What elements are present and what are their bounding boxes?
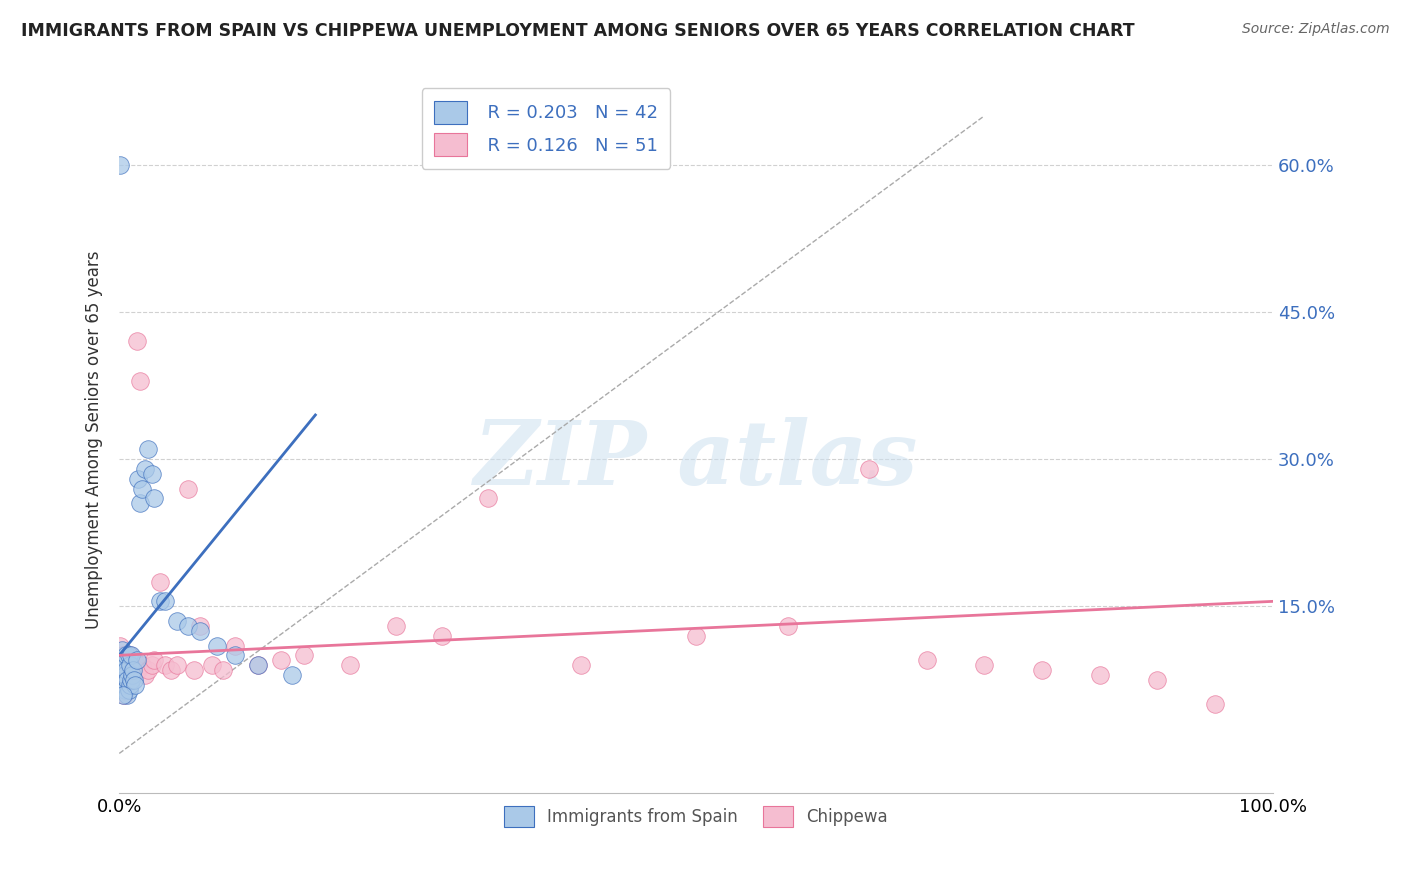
Point: [111, 673, 134, 687]
Point: [155, 658, 177, 673]
Point: [188, 624, 211, 638]
Point: [122, 663, 145, 677]
Point: [112, 688, 135, 702]
Point: [120, 648, 142, 663]
Point: [129, 496, 152, 510]
Point: [149, 574, 172, 589]
Point: [1146, 673, 1168, 687]
Point: [115, 663, 138, 677]
Point: [207, 639, 229, 653]
Point: [160, 663, 183, 677]
Point: [110, 653, 132, 667]
Point: [117, 673, 139, 687]
Point: [142, 491, 165, 506]
Point: [915, 653, 938, 667]
Point: [432, 629, 454, 643]
Point: [149, 594, 172, 608]
Point: [111, 653, 134, 667]
Point: [117, 648, 139, 663]
Point: [385, 619, 408, 633]
Point: [477, 491, 499, 506]
Point: [973, 658, 995, 673]
Point: [131, 658, 153, 673]
Point: [134, 462, 156, 476]
Point: [200, 658, 222, 673]
Point: [117, 668, 139, 682]
Point: [246, 658, 269, 673]
Point: [114, 653, 136, 667]
Point: [166, 658, 188, 673]
Point: [778, 619, 800, 633]
Point: [117, 663, 139, 677]
Y-axis label: Unemployment Among Seniors over 65 years: Unemployment Among Seniors over 65 years: [86, 251, 103, 629]
Point: [142, 653, 165, 667]
Point: [114, 668, 136, 682]
Point: [1031, 663, 1053, 677]
Point: [122, 668, 145, 682]
Point: [188, 619, 211, 633]
Point: [224, 639, 246, 653]
Point: [112, 678, 135, 692]
Point: [569, 658, 592, 673]
Point: [134, 668, 156, 682]
Point: [1088, 668, 1111, 682]
Point: [122, 673, 145, 687]
Point: [166, 614, 188, 628]
Point: [125, 334, 148, 349]
Point: [121, 668, 143, 682]
Point: [122, 653, 145, 667]
Point: [110, 643, 132, 657]
Point: [110, 158, 132, 172]
Point: [858, 462, 880, 476]
Point: [141, 658, 163, 673]
Legend: Immigrants from Spain, Chippewa: Immigrants from Spain, Chippewa: [498, 799, 894, 834]
Point: [136, 442, 159, 457]
Text: Source: ZipAtlas.com: Source: ZipAtlas.com: [1241, 22, 1389, 37]
Text: IMMIGRANTS FROM SPAIN VS CHIPPEWA UNEMPLOYMENT AMONG SENIORS OVER 65 YEARS CORRE: IMMIGRANTS FROM SPAIN VS CHIPPEWA UNEMPL…: [21, 22, 1135, 40]
Point: [155, 594, 177, 608]
Point: [129, 374, 152, 388]
Point: [183, 663, 205, 677]
Point: [118, 678, 141, 692]
Point: [124, 678, 146, 692]
Point: [292, 648, 315, 663]
Point: [212, 663, 235, 677]
Point: [281, 668, 304, 682]
Point: [121, 658, 143, 673]
Point: [118, 648, 141, 663]
Point: [114, 673, 136, 687]
Point: [177, 482, 200, 496]
Point: [339, 658, 361, 673]
Point: [117, 688, 139, 702]
Point: [115, 653, 138, 667]
Point: [110, 663, 132, 677]
Point: [114, 663, 136, 677]
Point: [120, 673, 142, 687]
Point: [685, 629, 707, 643]
Point: [115, 648, 138, 663]
Point: [112, 658, 135, 673]
Point: [111, 648, 134, 663]
Text: ZIP atlas: ZIP atlas: [474, 417, 918, 504]
Point: [110, 639, 132, 653]
Point: [111, 688, 134, 702]
Point: [127, 663, 149, 677]
Point: [246, 658, 269, 673]
Point: [270, 653, 292, 667]
Point: [131, 482, 153, 496]
Point: [177, 619, 200, 633]
Point: [120, 673, 142, 687]
Point: [136, 663, 159, 677]
Point: [112, 658, 135, 673]
Point: [118, 658, 141, 673]
Point: [1204, 698, 1226, 712]
Point: [127, 472, 149, 486]
Point: [125, 653, 148, 667]
Point: [224, 648, 246, 663]
Point: [117, 682, 139, 697]
Point: [111, 668, 134, 682]
Point: [114, 682, 136, 697]
Point: [141, 467, 163, 481]
